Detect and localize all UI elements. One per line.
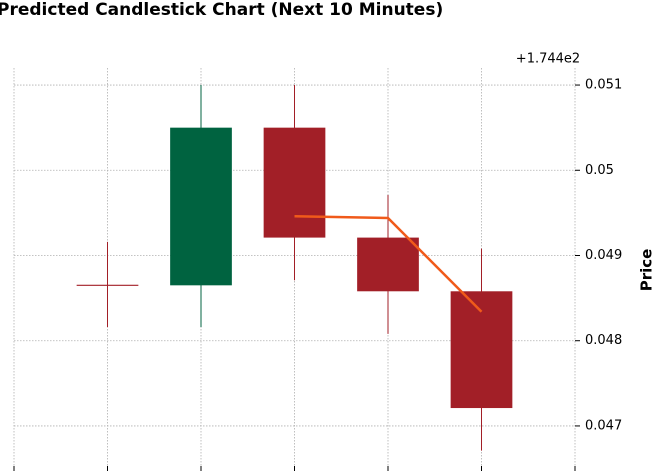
candle-body — [170, 127, 232, 286]
y-tick-label: 0.05 — [585, 163, 614, 178]
candle-body — [263, 127, 326, 238]
y-offset-label: +1.744e2 — [516, 52, 580, 67]
prediction-line — [294, 215, 483, 313]
candle-body — [357, 237, 419, 292]
y-tick-label: 0.048 — [585, 333, 622, 348]
y-axis-label: Price — [638, 249, 655, 292]
y-tick-label: 0.049 — [585, 248, 622, 263]
y-tick-label: 0.047 — [585, 418, 622, 433]
candle-body — [450, 291, 513, 409]
chart-title: Predicted Candlestick Chart (Next 10 Min… — [0, 0, 443, 20]
y-tick-label: 0.051 — [585, 78, 622, 93]
